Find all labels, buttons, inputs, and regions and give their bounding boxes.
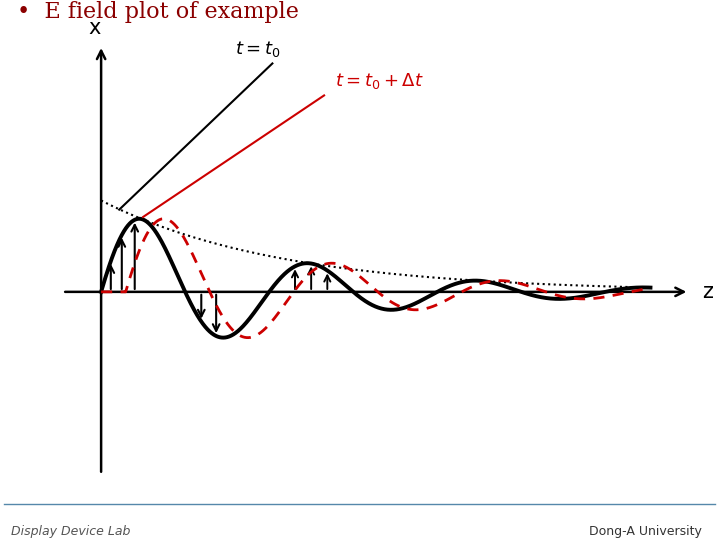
Text: Dong-A University: Dong-A University — [589, 525, 702, 538]
Text: Display Device Lab: Display Device Lab — [11, 525, 130, 538]
Text: z: z — [702, 282, 713, 302]
Text: $t=t_0$: $t=t_0$ — [235, 39, 280, 59]
Text: •  E field plot of example: • E field plot of example — [17, 1, 299, 23]
Text: x: x — [89, 18, 101, 38]
Text: $t=t_0+\Delta t$: $t=t_0+\Delta t$ — [335, 71, 423, 91]
